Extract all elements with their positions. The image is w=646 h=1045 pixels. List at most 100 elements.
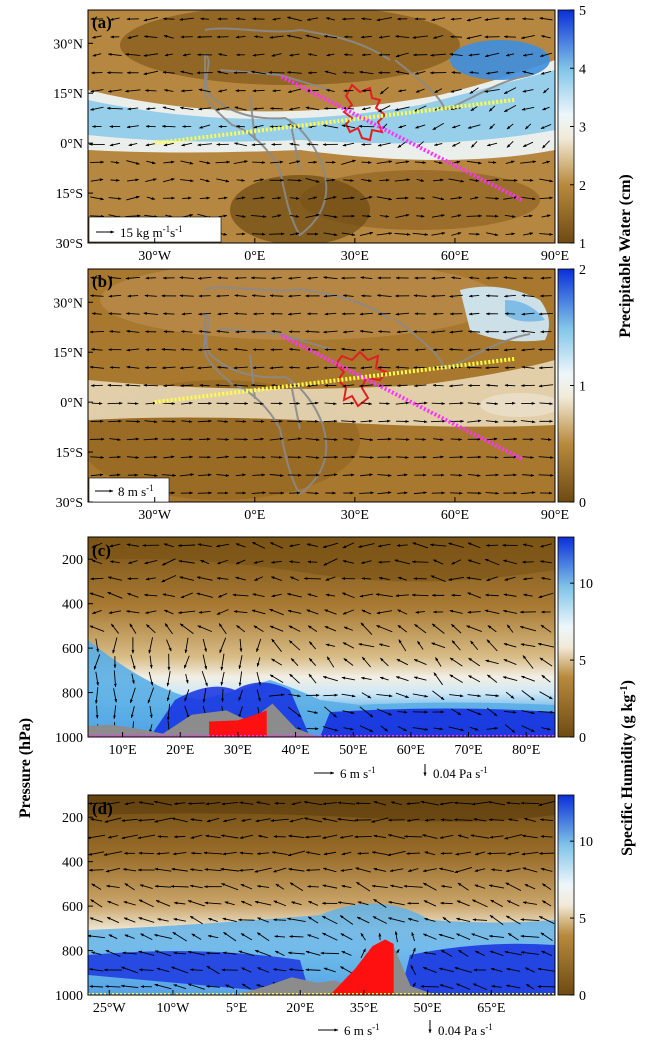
wind-vector [222, 851, 237, 856]
wind-vector [438, 933, 455, 940]
wind-vector [451, 232, 462, 236]
wind-vector [144, 560, 158, 565]
wind-vector [504, 383, 516, 387]
wind-vector [90, 178, 104, 182]
colorbar-d [557, 794, 575, 996]
wind-vector [504, 576, 516, 581]
wind-vector [161, 347, 176, 351]
wind-vector [455, 851, 472, 856]
wind-vector [490, 868, 502, 872]
wind-vector [163, 543, 174, 548]
wind-vector [416, 178, 425, 182]
wind-vector [200, 17, 210, 21]
wind-vector [467, 694, 482, 698]
wind-vector [489, 950, 504, 957]
wind-vector [378, 348, 390, 351]
wind-vector [305, 950, 321, 956]
wind-vector [274, 935, 286, 938]
wind-vector [504, 366, 516, 370]
wind-vector [341, 950, 352, 956]
wind-vector [196, 592, 213, 598]
wind-vector [395, 692, 410, 699]
wind-vector [178, 559, 195, 564]
wind-vector [146, 196, 156, 200]
wind-vector [123, 901, 136, 906]
wind-vector [109, 455, 122, 459]
wind-vector [199, 124, 211, 129]
x-tick-label: 25°W [93, 1001, 127, 1016]
wind-vector [471, 801, 489, 806]
y-tick-label: 1000 [55, 989, 83, 1004]
wind-vector [413, 491, 427, 495]
wind-vector [456, 933, 471, 940]
wind-vector [256, 932, 270, 942]
wind-vector [204, 868, 222, 872]
wind-vector [269, 474, 284, 477]
wind-vector [541, 883, 552, 891]
wind-vector [286, 34, 303, 39]
x-tick-label: 0°E [244, 508, 265, 523]
wind-vector [360, 17, 372, 21]
wind-vector [487, 625, 497, 633]
wind-vector [341, 676, 356, 681]
wind-vector [343, 89, 354, 93]
wind-vector [220, 867, 240, 872]
wind-vector [342, 71, 354, 74]
wind-vector [113, 705, 117, 720]
wind-vector [414, 71, 426, 75]
wind-vector [520, 196, 536, 201]
wind-vector [216, 609, 229, 615]
wind-vector [202, 688, 207, 703]
wind-vector [486, 707, 498, 717]
wind-vector [521, 690, 535, 701]
wind-vector [218, 623, 227, 635]
wind-vector [503, 473, 517, 477]
wind-vector [359, 706, 374, 718]
wind-vector [181, 420, 193, 423]
wind-vector [522, 655, 534, 669]
wind-vector [137, 818, 155, 822]
y-tick-label: 30°S [56, 496, 83, 511]
y-tick-label: 400 [62, 856, 83, 871]
wind-vector [235, 543, 246, 548]
wind-vector [541, 214, 551, 218]
wind-vector [269, 35, 284, 39]
wind-vector [289, 882, 304, 892]
wind-vector [342, 609, 355, 615]
wind-vector [412, 35, 428, 39]
wind-vector [143, 593, 158, 597]
y-tick-label: 200 [62, 553, 83, 568]
wind-vector [272, 196, 282, 200]
wind-vector [254, 900, 272, 906]
wind-vector [308, 900, 319, 906]
wind-vector [521, 851, 539, 856]
wind-vector [180, 348, 193, 351]
wind-vector [163, 384, 175, 388]
wind-vector [380, 725, 389, 732]
wind-vector [430, 419, 446, 423]
wind-vector [305, 213, 320, 219]
wind-vector [423, 951, 437, 955]
wind-vector [432, 559, 444, 565]
wind-vector [503, 437, 518, 441]
wind-vector [468, 276, 480, 280]
wind-vector [388, 900, 405, 906]
x-tick-label: 0°E [244, 249, 265, 264]
wind-vector [504, 834, 523, 840]
wind-vector [199, 383, 210, 387]
wind-vector [199, 160, 211, 165]
wind-vector [127, 592, 139, 598]
panel-b-letter: (b) [92, 272, 113, 291]
wind-vector [257, 834, 268, 839]
wind-vector [340, 347, 356, 351]
wind-vector [523, 593, 533, 597]
wind-vector [342, 710, 355, 715]
wind-vector [288, 640, 301, 651]
wind-vector [91, 559, 103, 565]
wind-vector [205, 951, 221, 955]
wind-vector [90, 196, 105, 201]
wind-vector [306, 348, 319, 351]
wind-vector [126, 543, 139, 547]
wind-vector [272, 17, 281, 21]
wind-vector [326, 656, 335, 668]
